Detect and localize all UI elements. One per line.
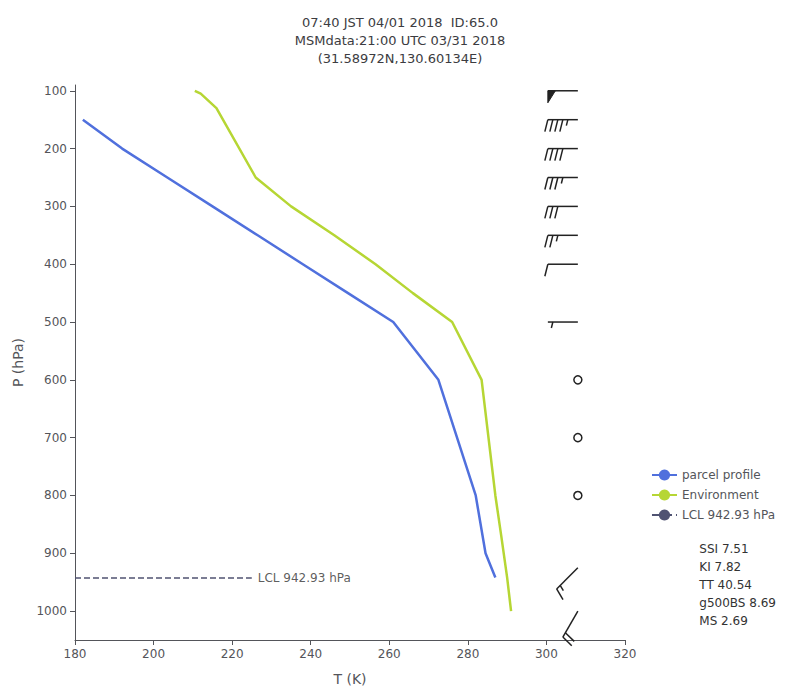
svg-text:parcel profile: parcel profile — [682, 468, 761, 482]
svg-text:280: 280 — [456, 647, 479, 661]
svg-text:320: 320 — [614, 647, 637, 661]
svg-text:MSMdata:21:00 UTC 03/31 2018: MSMdata:21:00 UTC 03/31 2018 — [295, 33, 506, 48]
svg-text:180: 180 — [64, 647, 87, 661]
svg-text:300: 300 — [535, 647, 558, 661]
svg-text:(31.58972N,130.60134E): (31.58972N,130.60134E) — [318, 51, 483, 66]
svg-text:240: 240 — [299, 647, 322, 661]
svg-text:600: 600 — [44, 373, 67, 387]
svg-text:MS 2.69: MS 2.69 — [699, 614, 748, 628]
svg-text:500: 500 — [44, 315, 67, 329]
svg-text:P (hPa): P (hPa) — [10, 338, 26, 387]
svg-text:LCL 942.93 hPa: LCL 942.93 hPa — [258, 571, 351, 585]
svg-text:g500BS 8.69: g500BS 8.69 — [699, 596, 776, 610]
svg-text:07:40 JST 04/01 2018 ID:65.0: 07:40 JST 04/01 2018 ID:65.0 — [302, 15, 498, 30]
svg-text:400: 400 — [44, 257, 67, 271]
svg-text:700: 700 — [44, 431, 67, 445]
svg-text:T (K): T (K) — [332, 671, 366, 687]
svg-text:800: 800 — [44, 488, 67, 502]
svg-text:200: 200 — [142, 647, 165, 661]
svg-text:100: 100 — [44, 84, 67, 98]
svg-text:TT 40.54: TT 40.54 — [698, 578, 752, 592]
svg-text:SSI 7.51: SSI 7.51 — [699, 542, 748, 556]
svg-text:900: 900 — [44, 546, 67, 560]
svg-text:LCL 942.93 hPa: LCL 942.93 hPa — [682, 508, 775, 522]
svg-text:220: 220 — [221, 647, 244, 661]
svg-text:Environment: Environment — [682, 488, 759, 502]
svg-text:260: 260 — [378, 647, 401, 661]
svg-text:KI 7.82: KI 7.82 — [699, 560, 741, 574]
svg-text:300: 300 — [44, 199, 67, 213]
svg-text:1000: 1000 — [36, 604, 67, 618]
svg-text:200: 200 — [44, 142, 67, 156]
